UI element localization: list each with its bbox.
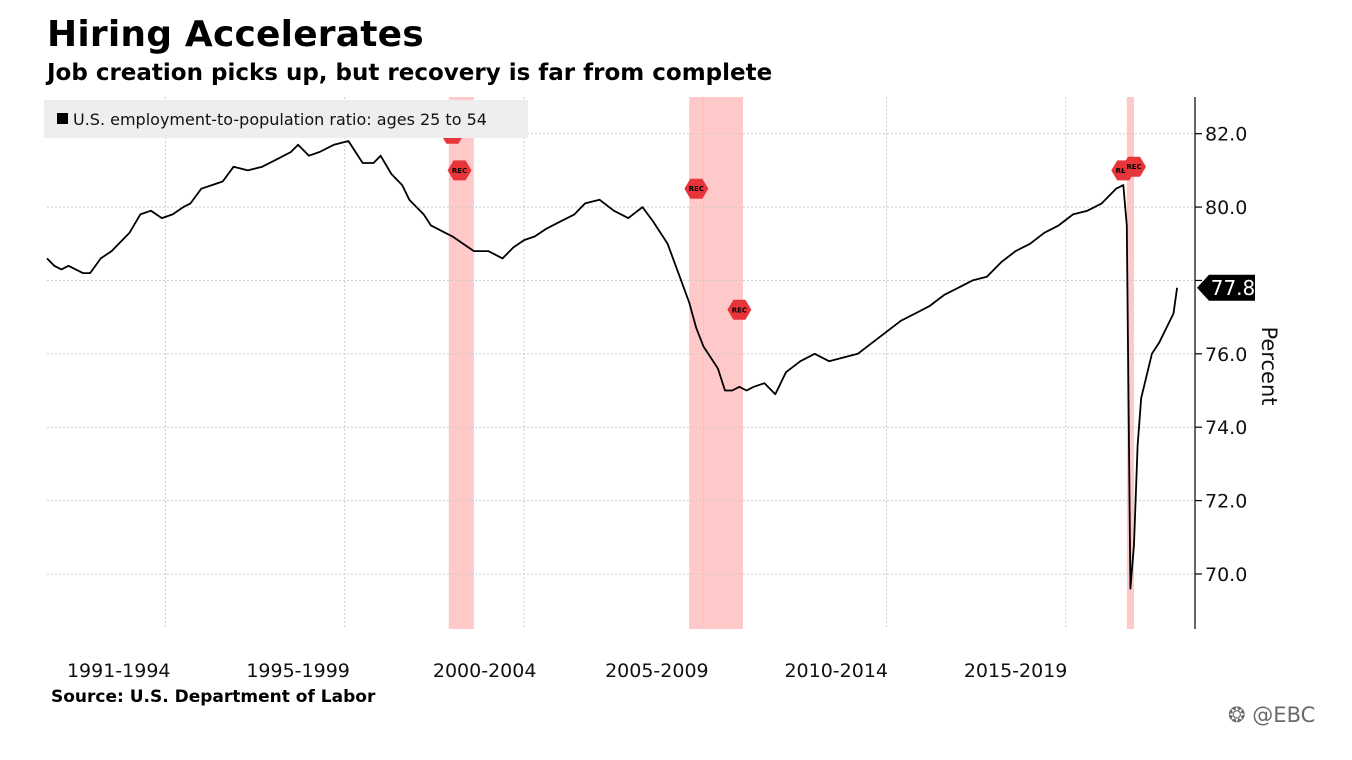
x-tick-label-2: 2000-2004 [433,660,537,682]
legend-background [44,100,528,138]
recession-band-0 [448,97,474,629]
y-tick-label-5: 80.0 [1205,197,1247,219]
x-tick-label-0: 1991-1994 [67,660,171,682]
watermark: ❂ @EBC [1228,703,1315,727]
recession-marker-label-3: REC [732,306,747,314]
y-tick-label-3: 76.0 [1205,344,1247,366]
recession-band-2 [1126,97,1135,629]
recession-band-1 [689,97,743,629]
y-tick-label-2: 74.0 [1205,417,1247,439]
recession-marker-label-1: REC [452,167,467,175]
y-axis-label: Percent [1257,326,1281,405]
recession-marker-label-5: REC [1126,163,1141,171]
chart-subtitle: Job creation picks up, but recovery is f… [47,60,773,86]
ebc-logo-icon: ❂ [1228,703,1246,727]
recession-marker-1 [447,160,472,181]
series-line-0 [46,140,1178,590]
y-tick-label-6: 82.0 [1205,124,1247,146]
x-tick-label-3: 2005-2009 [605,660,709,682]
recession-marker-5 [1122,156,1147,177]
recession-marker-2 [684,178,709,199]
grid-lines [47,97,1195,629]
watermark-text: @EBC [1252,703,1316,727]
legend: U.S. employment-to-population ratio: age… [44,100,528,138]
y-axis: 70.0 72.0 74.0 76.0 80.0 82.0 [1194,97,1247,629]
series-layer [46,140,1178,590]
last-value-badge-shape [1197,274,1255,301]
x-axis-labels: 1991-1994 1995-1999 2000-2004 2005-2009 2010… [67,660,1067,682]
chart-title: Hiring Accelerates [47,14,424,55]
recession-marker-label-2: REC [689,185,704,193]
legend-swatch [57,113,68,124]
y-tick-label-1: 72.0 [1205,491,1247,513]
x-tick-label-1: 1995-1999 [246,660,350,682]
x-tick-label-5: 2015-2019 [964,660,1068,682]
recession-marker-3 [727,299,752,320]
recession-markers: RECRECRECRECRECREC [440,123,1147,320]
source-note: Source: U.S. Department of Labor [51,687,376,707]
recession-marker-label-4: REC [1116,167,1131,175]
last-value-label: 77.8 [1211,276,1256,300]
y-tick-label-0: 70.0 [1205,564,1247,586]
recession-bands [448,97,1135,629]
last-value-badge: 77.8 [1197,274,1256,301]
x-tick-label-4: 2010-2014 [784,660,888,682]
legend-entry: U.S. employment-to-population ratio: age… [73,110,487,129]
